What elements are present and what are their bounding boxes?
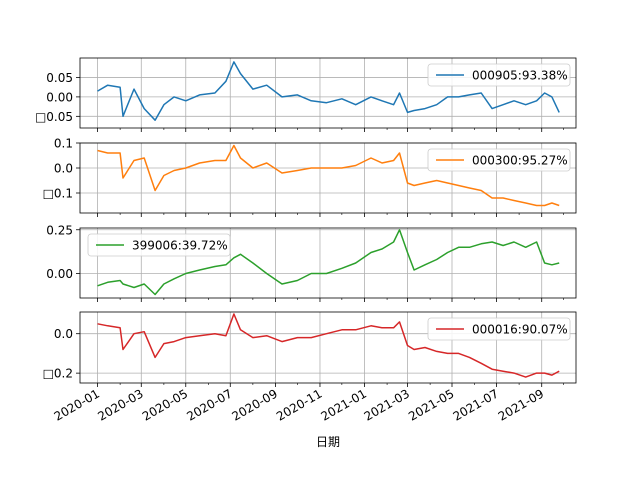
x-tick-label: 2020-09 [230,386,280,423]
x-tick-label: 2021-09 [496,386,546,423]
legend-label: 000016:90.07% [472,323,568,337]
legend-box [427,148,571,172]
panel-3: 0.25 0.00 399006:39.72% [46,223,577,302]
x-axis-label: 日期 [316,435,340,449]
legend-label: 000905:93.38% [472,69,568,83]
legend-box [427,317,571,341]
x-tick-label: 2020-11 [274,386,324,423]
y-tick-label: 0.0 [54,327,73,341]
series-line [97,144,560,207]
legend-label: 000300:95.27% [472,154,568,168]
panel-1: 0.05 0.00 □0.05 000905:93.38% [35,57,577,132]
axes-frame [79,311,577,384]
axes-frame [79,57,577,129]
legend-box [87,233,231,257]
y-tick-label: □0.2 [43,367,73,381]
x-tick-label: 2021-01 [319,386,369,423]
x-tick-label: 2020-03 [95,386,145,423]
x-tick-label: 2020-07 [184,386,234,423]
y-tick-label: 0.1 [54,137,73,151]
legend: 000300:95.27% [427,148,571,172]
panel-2: 0.1 0.0 □0.1 000300:95.27% [43,137,577,217]
legend: 000016:90.07% [427,317,571,341]
y-tick-label: 0.25 [46,223,73,237]
y-tick-label: 0.00 [46,267,73,281]
y-tick-label: 0.05 [46,71,73,85]
x-tick-label: 2021-05 [406,386,456,423]
y-tick-label: 0.0 [54,162,73,176]
x-tick-label: 2020-01 [52,386,102,423]
axes-frame [79,142,577,214]
legend-box [427,63,571,87]
legend: 399006:39.72% [87,233,231,257]
series-line [97,313,560,378]
x-tick-label: 2021-07 [451,386,501,423]
y-tick-label: 0.00 [46,90,73,104]
legend: 000905:93.38% [427,63,571,87]
x-tick-label: 2020-05 [140,386,190,423]
y-tick-label: □0.05 [35,110,73,124]
legend-label: 399006:39.72% [132,239,228,253]
series-line [97,61,560,121]
series-line [97,229,560,296]
panel-4: 0.0 □0.2 000016:90.07% [43,311,577,387]
y-tick-label: □0.1 [43,187,73,201]
axes-frame [79,227,577,299]
x-tick-label: 2021-03 [362,386,412,423]
